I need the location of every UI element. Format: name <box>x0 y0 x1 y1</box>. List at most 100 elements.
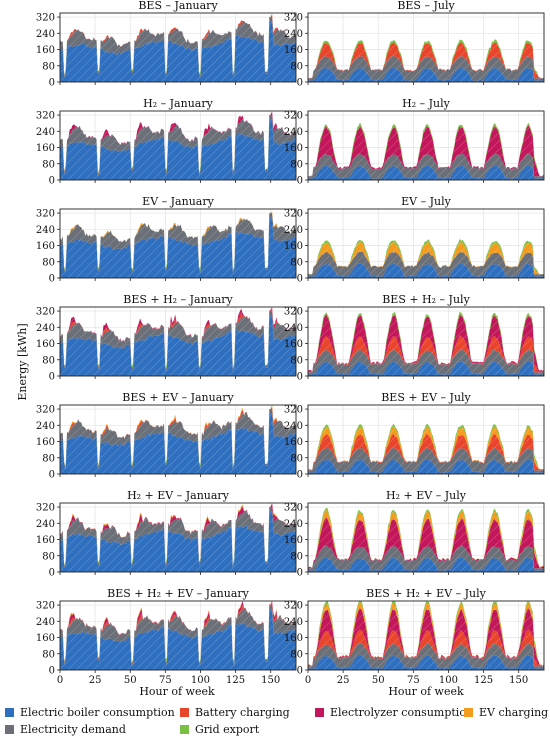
area-hatch-demand <box>308 55 544 81</box>
y-tick-label: 320 <box>36 209 55 220</box>
area-hatch-demand <box>60 409 296 470</box>
x-tick-label: 125 <box>474 675 493 686</box>
legend-label: Electricity demand <box>20 723 126 736</box>
area-hatch-battery <box>60 602 296 664</box>
subplot-title: BES + EV – January <box>122 391 234 404</box>
area-hatch-boiler <box>60 21 296 83</box>
area-hatch-boiler <box>308 263 544 278</box>
axes-frame <box>59 12 297 83</box>
y-tick-label: 160 <box>36 633 55 644</box>
subplot-title: H₂ – January <box>143 97 213 110</box>
figure: Energy [kWh] Hour of week Hour of week 0… <box>16 0 545 698</box>
area-hatch-battery <box>60 406 296 468</box>
subplot-title: EV – July <box>401 195 451 208</box>
subplot: 0 80 160 240 320 EV – January <box>36 195 297 285</box>
y-tick-label: 320 <box>284 13 303 24</box>
y-tick-label: 160 <box>284 339 303 350</box>
subplot-title: H₂ – July <box>402 97 451 110</box>
y-tick-label: 320 <box>284 503 303 514</box>
y-tick-label: 240 <box>284 519 303 530</box>
subplot: 0 80 160 240 320 H₂ – January <box>36 97 297 187</box>
y-tick-label: 80 <box>42 551 55 562</box>
y-tick-label: 80 <box>42 159 55 170</box>
axes-frame <box>59 306 297 377</box>
y-tick-label: 240 <box>36 617 55 628</box>
subplot-title: BES + H₂ + EV – July <box>366 587 487 600</box>
axes-frame <box>307 600 545 671</box>
area-hatch-electrolyzer <box>60 111 296 174</box>
area-hatch-electrolyzer <box>308 314 544 373</box>
y-tick-label: 240 <box>284 127 303 138</box>
y-tick-label: 240 <box>36 421 55 432</box>
y-tick-label: 160 <box>284 437 303 448</box>
axes-frame <box>59 600 297 671</box>
y-tick-label: 320 <box>284 209 303 220</box>
area-hatch-demand <box>308 545 544 571</box>
y-tick-label: 0 <box>297 176 303 187</box>
y-tick-label: 320 <box>284 111 303 122</box>
subplot: 0 80 160 240 320 BES + H₂ – January <box>36 293 297 383</box>
legend-swatch <box>315 708 324 717</box>
y-tick-label: 320 <box>36 111 55 122</box>
axes-frame <box>59 110 297 181</box>
area-hatch-battery <box>60 14 296 76</box>
area-hatch-demand <box>60 17 296 78</box>
axes-frame <box>307 306 545 377</box>
x-tick-label: 100 <box>439 675 458 686</box>
y-tick-label: 160 <box>36 241 55 252</box>
subplot-title: BES + EV – July <box>381 391 471 404</box>
axes-frame <box>307 12 545 83</box>
y-tick-label: 320 <box>284 601 303 612</box>
x-tick-label: 50 <box>372 675 385 686</box>
legend-label: Battery charging <box>195 706 290 719</box>
legend-swatch <box>464 708 473 717</box>
legend-item-ev: EV charging <box>464 706 548 719</box>
area-hatch-demand <box>308 251 544 277</box>
y-tick-label: 80 <box>42 61 55 72</box>
y-tick-label: 80 <box>290 159 303 170</box>
legend-label: Grid export <box>195 723 260 736</box>
y-tick-label: 320 <box>36 503 55 514</box>
x-tick-label: 150 <box>261 675 280 686</box>
legend-swatch <box>5 725 14 734</box>
y-tick-label: 160 <box>36 143 55 154</box>
x-tick-label: 25 <box>337 675 350 686</box>
legend-swatch <box>180 725 189 734</box>
x-tick-label: 75 <box>407 675 420 686</box>
y-tick-label: 0 <box>49 176 55 187</box>
area-hatch-boiler <box>308 360 544 376</box>
x-axis-label-left: Hour of week <box>139 685 215 698</box>
y-tick-label: 240 <box>36 127 55 138</box>
subplot: 0 80 160 240 320 0 25 50 75 100 125 150 BES + H₂ + E… <box>284 587 545 686</box>
area-hatch-electrolyzer <box>308 608 544 667</box>
y-tick-label: 320 <box>36 13 55 24</box>
subplot-title: BES – January <box>138 0 218 12</box>
x-tick-label: 100 <box>191 675 210 686</box>
axes-frame <box>59 404 297 475</box>
y-tick-label: 160 <box>284 45 303 56</box>
area-hatch-battery <box>308 433 544 471</box>
y-tick-label: 160 <box>36 437 55 448</box>
area-hatch-battery <box>308 42 544 79</box>
y-tick-label: 80 <box>290 453 303 464</box>
y-tick-label: 80 <box>290 355 303 366</box>
y-tick-label: 0 <box>49 372 55 383</box>
area-hatch-boiler <box>308 165 544 180</box>
subplot-title: H₂ + EV – July <box>386 489 467 502</box>
y-tick-label: 0 <box>297 666 303 677</box>
axes-frame <box>59 502 297 573</box>
y-tick-label: 0 <box>297 78 303 89</box>
y-tick-label: 160 <box>36 535 55 546</box>
x-tick-label: 150 <box>509 675 528 686</box>
y-tick-label: 240 <box>284 617 303 628</box>
area-hatch-demand <box>308 349 544 375</box>
subplot-title: BES + H₂ + EV – January <box>107 587 249 600</box>
y-tick-label: 80 <box>290 257 303 268</box>
axes-frame <box>307 110 545 181</box>
y-tick-label: 0 <box>49 470 55 481</box>
subplot: 0 80 160 240 320 BES + EV – July <box>284 391 545 481</box>
subplot-title: BES + H₂ – July <box>382 293 470 306</box>
y-tick-label: 0 <box>297 274 303 285</box>
area-hatch-demand <box>308 643 544 669</box>
axes-frame <box>307 404 545 475</box>
